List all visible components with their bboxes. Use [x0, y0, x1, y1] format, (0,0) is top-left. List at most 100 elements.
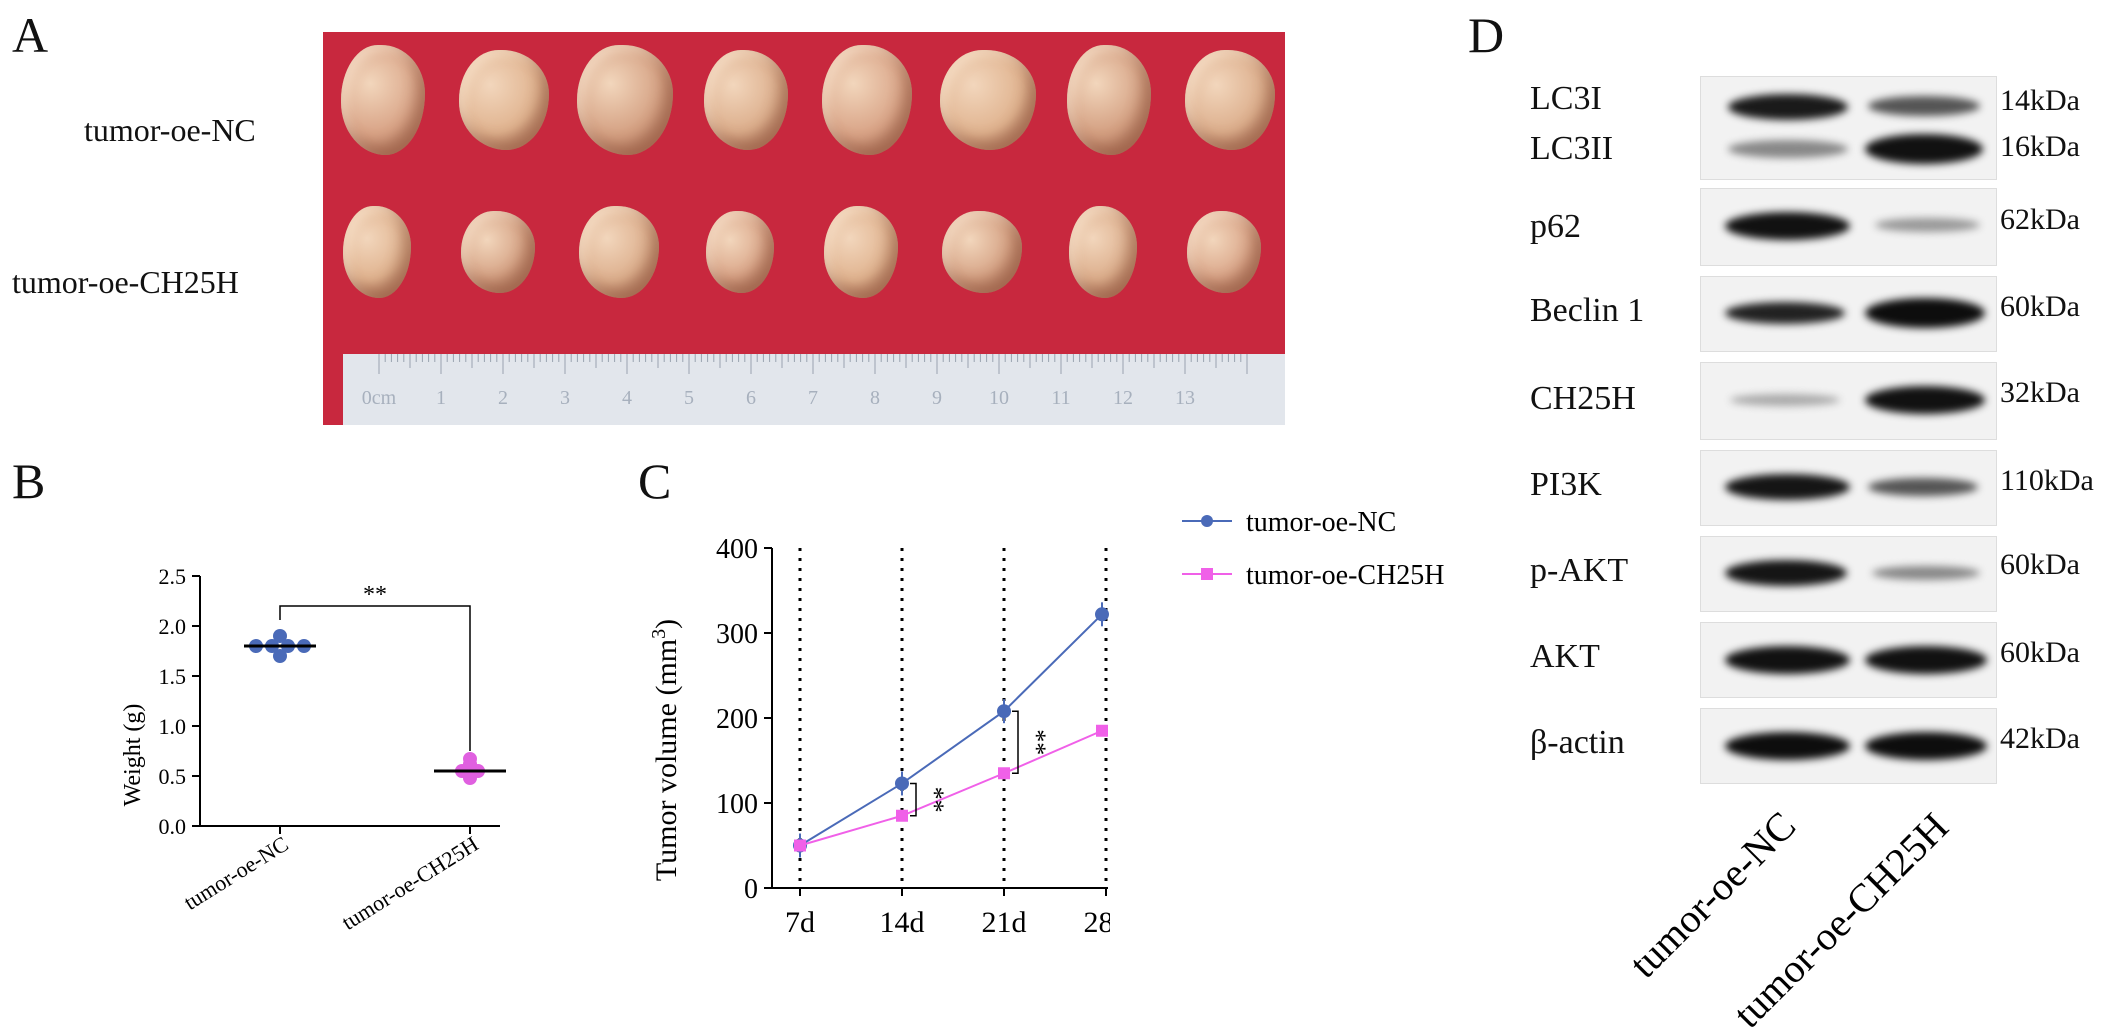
blot-bactin — [1700, 708, 1997, 784]
volume-ylabel-close: ) — [650, 619, 683, 629]
tumor-specimen — [343, 206, 411, 298]
blot-akt — [1700, 622, 1997, 698]
series-line — [799, 613, 1103, 847]
volume-ylabel-sup: 3 — [648, 629, 670, 639]
band-p62-ch25h — [1875, 218, 1980, 232]
band-ch25h-ch25h — [1865, 386, 1985, 414]
ruler-label: 0cm — [362, 387, 397, 409]
band-ch25h-nc — [1730, 394, 1840, 406]
significance-label: ** — [363, 582, 387, 608]
tumor-specimen — [459, 50, 549, 150]
volume-legend: tumor-oe-NC tumor-oe-CH25H — [1182, 507, 1445, 591]
tumor-specimen — [706, 211, 774, 293]
blot-label-lc3ii: LC3II — [1530, 130, 1614, 167]
band-lc3ii-nc — [1728, 140, 1848, 158]
volume-ylabel-main: Tumor volume (mm — [650, 639, 683, 881]
band-lc3i-ch25h — [1868, 96, 1980, 116]
blot-ch25h — [1700, 362, 1997, 440]
tumor-photo: 0cm 1 2 3 4 5 6 7 8 9 10 11 12 13 — [323, 32, 1285, 425]
blot-pi3k — [1700, 450, 1997, 526]
ruler: 0cm 1 2 3 4 5 6 7 8 9 10 11 12 13 — [343, 354, 1285, 425]
legend-marker-nc — [1201, 515, 1213, 527]
blot-p62 — [1700, 188, 1997, 266]
band-pi3k-nc — [1725, 474, 1850, 500]
tumor-specimen — [824, 206, 898, 298]
ruler-label: 12 — [1113, 387, 1133, 409]
x-tick-label: 21d — [982, 906, 1027, 939]
x-tick-label: tumor-oe-NC — [179, 831, 292, 915]
legend-label-nc: tumor-oe-NC — [1246, 507, 1396, 538]
panel-letter-b: B — [12, 453, 46, 509]
y-tick-label: 1.0 — [159, 714, 187, 739]
tumor-specimen — [341, 45, 425, 155]
ruler-label: 7 — [808, 387, 818, 409]
y-tick-label: 200 — [716, 704, 758, 735]
y-tick-label: 0 — [744, 874, 758, 905]
ruler-ticks: 0cm 1 2 3 4 5 6 7 8 9 10 11 12 13 — [362, 354, 1248, 409]
significance-label: ** — [1022, 729, 1051, 755]
ruler-label: 6 — [746, 387, 756, 409]
kda-akt: 60kDa — [2000, 636, 2080, 669]
kda-beclin1: 60kDa — [2000, 290, 2080, 323]
ruler-label: 1 — [436, 387, 446, 409]
blot-label-beclin1: Beclin 1 — [1530, 292, 1645, 329]
tumor-specimen — [942, 211, 1022, 293]
kda-bactin: 42kDa — [2000, 722, 2080, 755]
blot-label-p62: p62 — [1530, 208, 1581, 245]
band-pi3k-ch25h — [1868, 478, 1978, 496]
tumor-specimen — [579, 206, 659, 298]
kda-lc3ii: 16kDa — [2000, 130, 2080, 163]
kda-pi3k: 110kDa — [2000, 464, 2094, 497]
data-point — [998, 767, 1010, 780]
band-pakt-nc — [1725, 560, 1847, 586]
ruler-label: 8 — [870, 387, 880, 409]
blot-label-pakt: p-AKT — [1530, 552, 1629, 589]
kda-pakt: 60kDa — [2000, 548, 2080, 581]
ruler-label: 11 — [1051, 387, 1070, 409]
legend-marker-ch25h — [1201, 568, 1213, 580]
kda-p62: 62kDa — [2000, 203, 2080, 236]
tumor-specimen — [1185, 50, 1275, 150]
y-tick-label: 300 — [716, 619, 758, 650]
ruler-label: 5 — [684, 387, 694, 409]
row-label-nc: tumor-oe-NC — [84, 112, 256, 148]
legend-label-ch25h: tumor-oe-CH25H — [1246, 560, 1445, 591]
data-point — [895, 776, 909, 791]
blot-lc3 — [1700, 76, 1997, 180]
band-pakt-ch25h — [1872, 566, 1980, 580]
blot-beclin1 — [1700, 276, 1997, 352]
band-lc3ii-ch25h — [1865, 134, 1983, 164]
data-point — [997, 704, 1011, 719]
data-point — [896, 809, 908, 822]
panel-letter-d: D — [1468, 7, 1505, 63]
tumor-specimen — [822, 45, 912, 155]
band-beclin1-nc — [1725, 302, 1845, 324]
weight-ylabel: Weight (g) — [120, 704, 146, 807]
blot-label-akt: AKT — [1530, 638, 1600, 675]
y-tick-label: 100 — [716, 789, 758, 820]
significance-bracket — [279, 605, 471, 751]
panel-letter-c: C — [638, 453, 672, 509]
data-point — [463, 752, 477, 766]
tumor-specimen — [461, 211, 535, 293]
band-akt-ch25h — [1865, 646, 1987, 674]
y-tick-label: 1.5 — [159, 664, 187, 689]
data-point — [273, 629, 287, 643]
weight-axes: 0.0 0.5 1.0 1.5 2.0 2.5 tumor-oe-NC tumor-oe-CH… — [159, 564, 500, 935]
y-tick-label: 400 — [716, 534, 758, 565]
tumor-specimen — [1067, 45, 1151, 155]
data-point — [1095, 607, 1109, 622]
blot-label-bactin: β-actin — [1530, 724, 1625, 761]
ruler-label: 3 — [560, 387, 570, 409]
kda-ch25h: 32kDa — [2000, 376, 2080, 409]
volume-significance: ****** — [910, 710, 1051, 817]
significance-label: ** — [920, 787, 949, 813]
data-point — [794, 839, 806, 852]
panel-letter-a: A — [12, 7, 49, 63]
ruler-label: 9 — [932, 387, 942, 409]
series-line — [799, 729, 1103, 847]
x-tick-label: 7d — [785, 906, 815, 939]
blot-label-pi3k: PI3K — [1530, 466, 1602, 503]
kda-lc3i: 14kDa — [2000, 84, 2080, 117]
y-tick-label: 0.0 — [159, 814, 187, 839]
